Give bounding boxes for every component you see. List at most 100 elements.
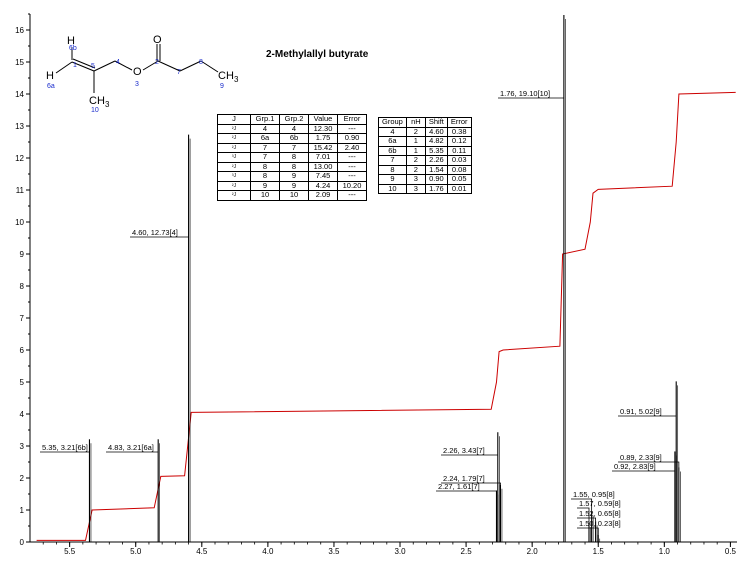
coupling-cell: 9: [279, 171, 309, 182]
shift-cell: 0.90: [424, 174, 448, 185]
bond-c4-o3: [114, 60, 133, 71]
atom-o-ester: O: [133, 66, 142, 78]
peak-label: 4.83, 3.21[6a]: [108, 443, 154, 452]
shift-cell: 0.05: [446, 174, 472, 185]
bond-c8-c9: [200, 60, 219, 73]
shift-cell: 0.01: [446, 183, 472, 194]
atom-number-6: 1: [73, 62, 77, 69]
peak-label-leader: [577, 527, 599, 535]
bond-c6-c5-double: [72, 58, 96, 69]
y-tick-label: 12: [15, 154, 24, 163]
coupling-cell: 1.75: [308, 133, 338, 144]
y-tick-label: 8: [20, 282, 25, 291]
peak-label: 1.55, 0.95[8]: [573, 490, 615, 499]
y-tick-label: 10: [15, 218, 24, 227]
bond-c7-c8: [179, 60, 202, 72]
coupling-cell: 10: [279, 190, 309, 201]
atom-number-6a: 6a: [47, 83, 55, 90]
atom-number-3: 3: [135, 81, 139, 88]
bond-o3-c2: [142, 60, 159, 71]
peak-label: 1.76, 19.10[10]: [500, 89, 550, 98]
coupling-cell: 8: [250, 171, 280, 182]
coupling-table-row: ²J 4 4 12.30 ---: [217, 123, 367, 134]
shift-cell: 7: [378, 155, 407, 166]
coupling-table-row: ³J 8 9 7.45 ---: [217, 171, 367, 182]
molecule-structure: [55, 44, 219, 93]
x-tick-label: 4.5: [196, 547, 208, 556]
atom-number-7: 7: [177, 69, 181, 76]
y-tick-label: 1: [20, 506, 25, 515]
peak-label: 1.52, 0.65[8]: [579, 509, 621, 518]
y-tick-label: 2: [20, 474, 25, 483]
shift-header-cell: Shift: [424, 117, 448, 128]
peak-label: 5.35, 3.21[6b]: [42, 443, 88, 452]
peak-label: 2.27, 1.61[7]: [438, 482, 480, 491]
atom-ch3-end-subscript: 3: [234, 75, 239, 84]
atom-ch3-branch: CH: [89, 95, 105, 107]
peak-label: 2.24, 1.79[7]: [443, 474, 485, 483]
atom-number-2: 2: [155, 59, 159, 66]
peak-label-leader: [441, 482, 501, 485]
coupling-cell: 8: [279, 152, 309, 163]
x-tick-label: 1.5: [593, 547, 605, 556]
coupling-cell: 6b: [279, 133, 309, 144]
shift-cell: 10: [378, 183, 407, 194]
y-tick-label: 3: [20, 442, 25, 451]
shift-table-row: 6b 1 5.35 0.11: [378, 145, 472, 156]
shift-cell: 9: [378, 174, 407, 185]
atom-number-5: 5: [91, 63, 95, 70]
coupling-cell: ---: [337, 171, 367, 182]
coupling-cell: ²J: [217, 190, 251, 201]
coupling-header-cell: Grp.2: [279, 114, 309, 125]
shift-table-row: 6a 1 4.82 0.12: [378, 136, 472, 147]
y-tick-label: 16: [15, 26, 24, 35]
shift-table-row: 10 3 1.76 0.01: [378, 183, 472, 194]
chemical-shift-table: Group nH Shift Error 4 2 4.60 0.38 6a 1 …: [378, 117, 472, 194]
x-tick-label: 2.5: [461, 547, 473, 556]
coupling-header-cell: J: [217, 114, 251, 125]
bond-h-c6a: [55, 61, 73, 74]
bond-c2-c7: [157, 60, 181, 72]
atom-number-8: 8: [199, 59, 203, 66]
peak-label: 0.92, 2.83[9]: [614, 462, 656, 471]
coupling-table-header-row: J Grp.1 Grp.2 Value Error: [217, 114, 367, 125]
atom-number-9: 9: [220, 83, 224, 90]
y-tick-label: 5: [20, 378, 25, 387]
shift-cell: 4.82: [424, 136, 448, 147]
coupling-cell: 10: [250, 190, 280, 201]
shift-cell: 3: [405, 174, 426, 185]
shift-cell: 0.03: [446, 155, 472, 166]
peak-lines-group: [88, 15, 681, 542]
peak-label: 0.89, 2.33[9]: [620, 453, 662, 462]
x-tick-label: 5.5: [64, 547, 76, 556]
peak-label-leader: [571, 498, 593, 512]
coupling-cell: ²J: [217, 133, 251, 144]
coupling-cell: ²J: [217, 180, 251, 191]
coupling-cell: ²J: [217, 142, 251, 153]
coupling-constant-table: J Grp.1 Grp.2 Value Error ²J 4 4 12.30 -…: [217, 114, 367, 201]
coupling-cell: ³J: [217, 171, 251, 182]
integral-curve: [36, 91, 736, 541]
shift-header-cell: nH: [405, 117, 426, 128]
peak-label-leader: [577, 517, 596, 522]
shift-cell: 2: [405, 155, 426, 166]
y-tick-label: 13: [15, 122, 24, 131]
x-tick-label: 4.0: [262, 547, 274, 556]
coupling-cell: 7: [250, 152, 280, 163]
coupling-cell: 7.01: [308, 152, 338, 163]
coupling-table-row: ²J 10 10 2.09 ---: [217, 190, 367, 201]
y-tick-label: 4: [20, 410, 25, 419]
x-tick-label: 3.5: [328, 547, 340, 556]
integral-curve-group: [36, 91, 736, 541]
x-tick-label: 1.0: [659, 547, 671, 556]
atom-h-left: H: [46, 70, 54, 82]
coupling-header-cell: Grp.1: [250, 114, 280, 125]
x-tick-label: 0.5: [725, 547, 737, 556]
coupling-cell: 6a: [250, 133, 280, 144]
shift-cell: 1: [405, 136, 426, 147]
shift-table-row: 7 2 2.26 0.03: [378, 155, 472, 166]
atom-o-carbonyl: O: [153, 34, 162, 46]
atom-number-10: 10: [91, 107, 99, 114]
peak-label: 1.57, 0.59[8]: [579, 499, 621, 508]
